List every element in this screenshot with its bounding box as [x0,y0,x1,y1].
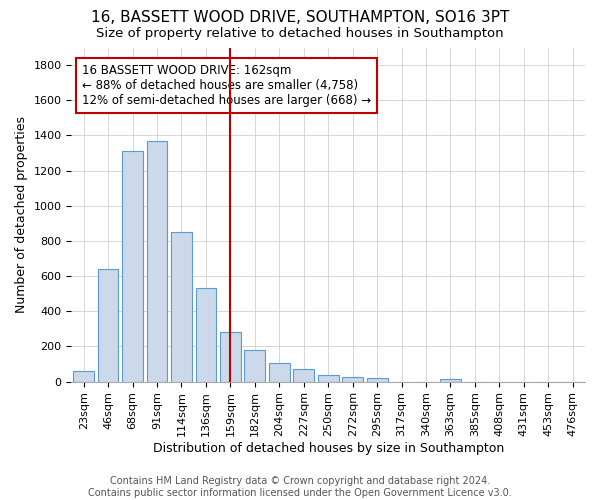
Bar [98,269,118,382]
Bar [440,379,461,382]
Text: 16 BASSETT WOOD DRIVE: 162sqm
← 88% of detached houses are smaller (4,758)
12% o: 16 BASSETT WOOD DRIVE: 162sqm ← 88% of d… [82,64,371,107]
Text: 16, BASSETT WOOD DRIVE, SOUTHAMPTON, SO16 3PT: 16, BASSETT WOOD DRIVE, SOUTHAMPTON, SO1… [91,10,509,25]
Text: Size of property relative to detached houses in Southampton: Size of property relative to detached ho… [96,28,504,40]
Text: Contains HM Land Registry data © Crown copyright and database right 2024.
Contai: Contains HM Land Registry data © Crown c… [88,476,512,498]
Bar [146,140,167,382]
Bar [171,232,192,382]
Bar [318,376,338,382]
Bar [293,370,314,382]
X-axis label: Distribution of detached houses by size in Southampton: Distribution of detached houses by size … [152,442,504,455]
Bar [196,288,217,382]
Bar [122,151,143,382]
Bar [244,350,265,382]
Bar [220,332,241,382]
Y-axis label: Number of detached properties: Number of detached properties [15,116,28,313]
Bar [269,363,290,382]
Bar [367,378,388,382]
Bar [342,377,363,382]
Bar [73,371,94,382]
